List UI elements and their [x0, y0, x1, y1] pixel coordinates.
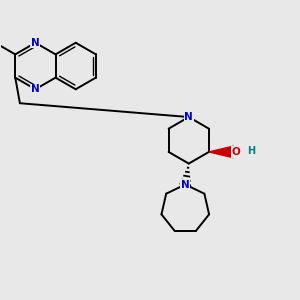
Text: N: N — [31, 84, 40, 94]
Text: N: N — [184, 112, 193, 122]
Text: N: N — [181, 179, 190, 190]
Text: H: H — [247, 146, 255, 156]
Polygon shape — [209, 146, 233, 158]
Text: O: O — [232, 147, 240, 157]
Text: N: N — [31, 38, 40, 48]
